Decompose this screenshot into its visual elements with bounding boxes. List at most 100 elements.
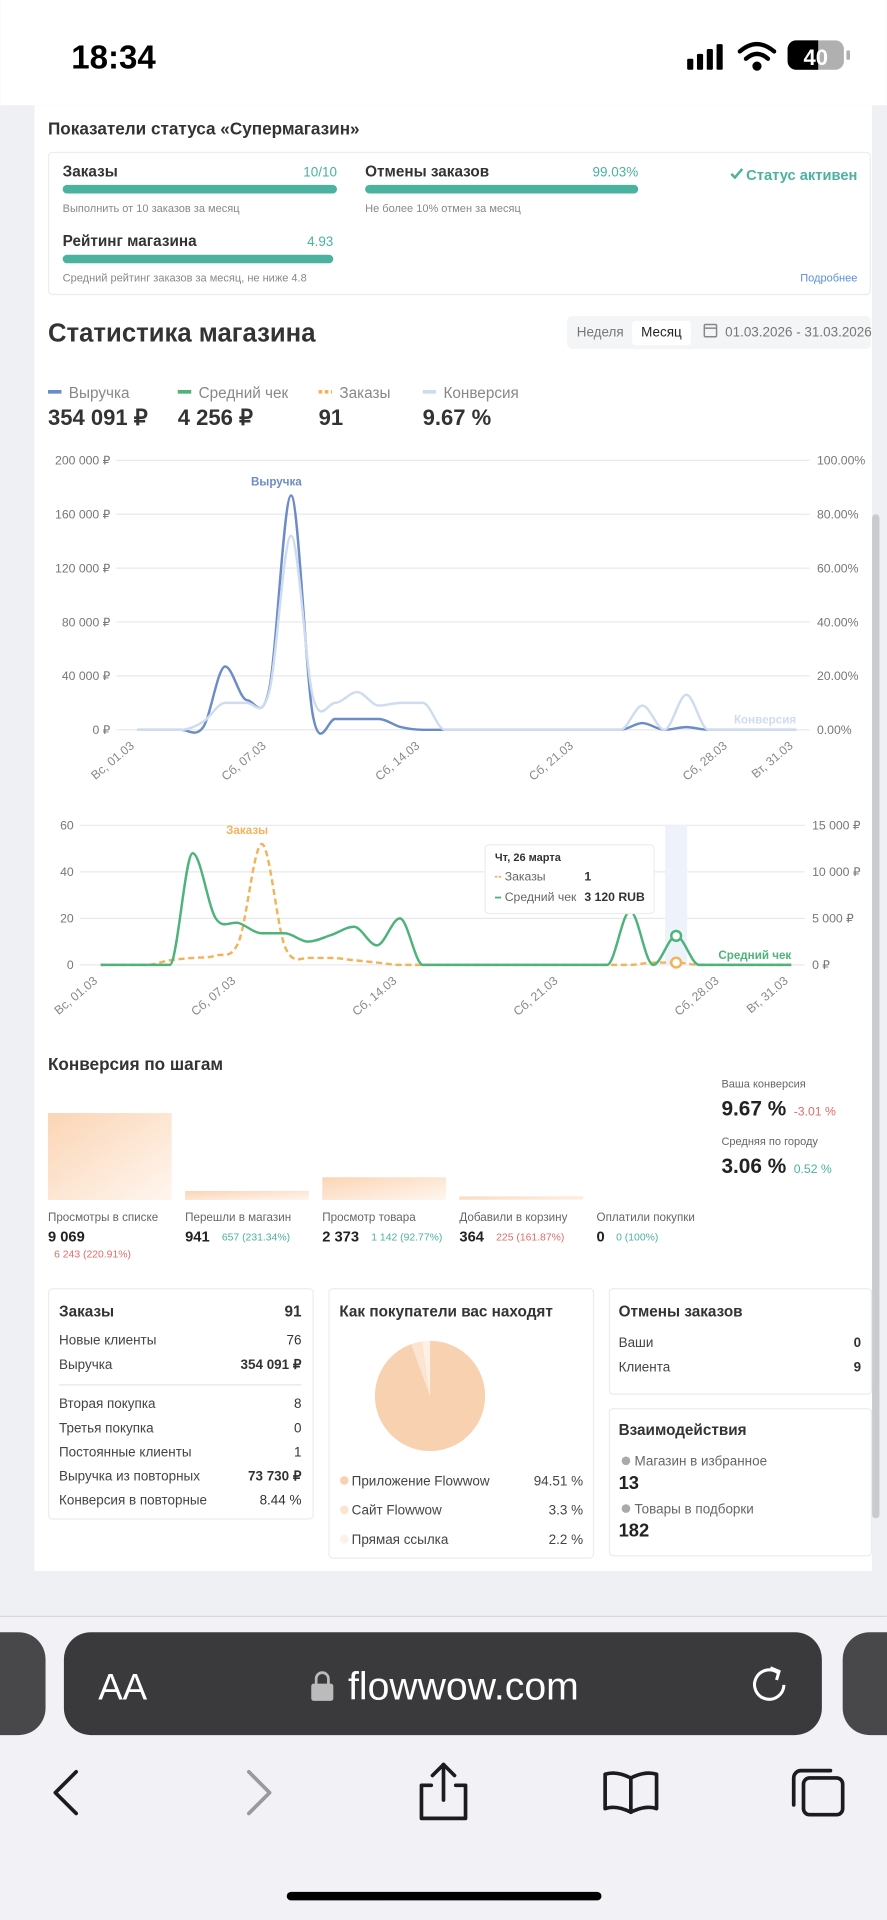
- status-value: 99.03%: [593, 164, 639, 179]
- legend-label: Прямая ссылка: [352, 1532, 449, 1547]
- tooltip: [484, 844, 655, 915]
- legend-label: Сайт Flowwow: [352, 1503, 442, 1518]
- next-tab[interactable]: [842, 1632, 887, 1736]
- funnel-step-name: Просмотр товара: [322, 1211, 416, 1224]
- hover-point: [670, 956, 683, 969]
- row-value: 1: [294, 1444, 301, 1459]
- legend-label: Выручка: [69, 385, 130, 402]
- y-tick-label: 40: [60, 865, 74, 879]
- address-bar[interactable]: [63, 1632, 822, 1736]
- legend-label: Конверсия: [444, 385, 519, 402]
- back-button[interactable]: [53, 1770, 78, 1816]
- legend-dot: [340, 1505, 349, 1515]
- row-value: 76: [286, 1332, 301, 1347]
- funnel-bar: [322, 1177, 446, 1200]
- tab-week[interactable]: Неделя: [577, 325, 624, 340]
- status-progress: [365, 184, 639, 194]
- y2-tick-label: 60.00%: [817, 561, 859, 575]
- row-label: Выручка из повторных: [59, 1469, 200, 1484]
- y-tick-label: 60: [60, 819, 74, 833]
- row-value: 0: [854, 1335, 861, 1350]
- y-tick-label: 160 000 ₽: [55, 508, 111, 522]
- tab-active-bg: [632, 320, 691, 346]
- status-value: 10/10: [303, 164, 337, 179]
- y2-tick-label: 0 ₽: [812, 958, 830, 972]
- kpi-value: 9.67 %: [423, 405, 492, 430]
- y-tick-label: 200 000 ₽: [55, 454, 111, 468]
- y-tick-label: 0 ₽: [92, 723, 110, 737]
- series-label: Заказы: [226, 824, 268, 837]
- pie-slice: [422, 1340, 431, 1396]
- tab-month[interactable]: Месяц: [641, 325, 682, 340]
- row-label: Новые клиенты: [59, 1332, 156, 1347]
- tooltip-name: Средний чек: [505, 890, 577, 904]
- clock: 18:34: [71, 40, 156, 77]
- y2-tick-label: 80.00%: [817, 508, 859, 522]
- forward-button[interactable]: [246, 1770, 272, 1816]
- prev-tab[interactable]: [0, 1632, 46, 1736]
- tooltip-name: Заказы: [505, 869, 546, 883]
- kpi-value: 354 091 ₽: [48, 405, 148, 430]
- interactions-card: [608, 1408, 873, 1557]
- funnel-step-name: Просмотры в списке: [48, 1211, 158, 1224]
- series-label: Конверсия: [734, 714, 796, 727]
- orders-title: Заказы: [59, 1303, 114, 1320]
- funnel-step-delta: 1 142 (92.77%): [371, 1232, 442, 1243]
- funnel-step-delta: 225 (161.87%): [496, 1232, 564, 1243]
- legend-dot: [340, 1476, 349, 1485]
- home-indicator: [286, 1891, 602, 1901]
- period-range[interactable]: 01.03.2026 - 31.03.2026: [725, 325, 872, 340]
- y2-tick-label: 10 000 ₽: [812, 865, 861, 879]
- funnel-title: Конверсия по шагам: [48, 1054, 223, 1074]
- text-size-button[interactable]: AA: [98, 1667, 147, 1708]
- kpi-value: 91: [319, 405, 344, 430]
- status-label: Заказы: [63, 163, 118, 180]
- funnel-bar: [459, 1196, 584, 1200]
- y2-tick-label: 100.00%: [817, 454, 865, 468]
- tabs-button[interactable]: [791, 1768, 845, 1817]
- city-conv-label: Средняя по городу: [721, 1136, 818, 1148]
- row-label: Вторая покупка: [59, 1396, 156, 1411]
- reload-button[interactable]: [753, 1666, 786, 1701]
- funnel-step-name: Перешли в магазин: [185, 1211, 291, 1224]
- y-tick-label: 120 000 ₽: [55, 561, 111, 575]
- row-label: Магазин в избранное: [635, 1454, 768, 1469]
- wifi-icon: [737, 41, 777, 71]
- tooltip-value: 3 120 RUB: [584, 890, 645, 904]
- funnel-step-value: 941: [185, 1230, 210, 1246]
- sources-title: Как покупатели вас находят: [339, 1303, 553, 1320]
- tooltip-title: Чт, 26 марта: [495, 852, 562, 864]
- interactions-title: Взаимодействия: [619, 1422, 747, 1439]
- row-icon: [621, 1504, 631, 1513]
- status-progress: [62, 254, 334, 264]
- hover-band: [665, 825, 688, 965]
- cancels-title: Отмены заказов: [619, 1303, 743, 1320]
- y2-tick-label: 20.00%: [817, 669, 859, 683]
- funnel-step-value: 2 373: [322, 1230, 359, 1246]
- row-label: Постоянные клиенты: [59, 1444, 192, 1459]
- row-label: Третья покупка: [59, 1420, 154, 1435]
- url[interactable]: flowwow.com: [348, 1666, 579, 1709]
- bookmarks-button[interactable]: [603, 1771, 659, 1815]
- share-button[interactable]: [419, 1762, 468, 1821]
- battery-level: 40: [803, 45, 828, 70]
- funnel-bar: [185, 1190, 309, 1200]
- hover-point: [670, 929, 683, 942]
- orders-card: [47, 1288, 314, 1520]
- row-value: 9: [854, 1359, 861, 1374]
- details-link[interactable]: Подробнее: [800, 273, 857, 285]
- y2-tick-label: 15 000 ₽: [812, 819, 861, 833]
- row-value: 8.44 %: [260, 1493, 302, 1508]
- series-line: [137, 534, 797, 732]
- status-title: Показатели статуса «Супермагазин»: [48, 119, 360, 139]
- row-value: 354 091 ₽: [241, 1357, 302, 1372]
- calendar-icon: [703, 323, 718, 338]
- row-icon: [621, 1456, 631, 1466]
- pie-slice: [411, 1341, 431, 1396]
- funnel-step-delta: 6 243 (220.91%): [54, 1250, 131, 1261]
- y2-tick-label: 0.00%: [817, 723, 852, 737]
- your-conv-delta: -3.01 %: [794, 1105, 836, 1119]
- row-label: Конверсия в повторные: [59, 1493, 207, 1508]
- funnel-step-delta: 0 (100%): [616, 1232, 658, 1243]
